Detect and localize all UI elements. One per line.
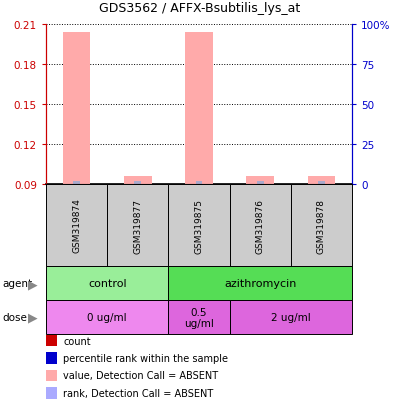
- Text: count: count: [63, 336, 91, 346]
- Bar: [257, 182, 264, 184]
- Text: value, Detection Call = ABSENT: value, Detection Call = ABSENT: [63, 370, 218, 380]
- Text: GSM319876: GSM319876: [256, 198, 265, 253]
- Text: 0.5
ug/ml: 0.5 ug/ml: [184, 307, 214, 328]
- Text: ▶: ▶: [28, 277, 38, 290]
- Text: azithromycin: azithromycin: [224, 279, 296, 289]
- Bar: [196, 182, 202, 184]
- Text: control: control: [88, 279, 126, 289]
- Text: percentile rank within the sample: percentile rank within the sample: [63, 353, 228, 363]
- Text: 2 ug/ml: 2 ug/ml: [271, 313, 311, 323]
- Bar: [318, 182, 325, 184]
- Text: GSM319877: GSM319877: [133, 198, 142, 253]
- Text: GDS3562 / AFFX-Bsubtilis_lys_at: GDS3562 / AFFX-Bsubtilis_lys_at: [99, 2, 301, 15]
- Text: 0 ug/ml: 0 ug/ml: [87, 313, 127, 323]
- Text: agent: agent: [2, 279, 32, 289]
- Bar: [134, 182, 141, 184]
- Bar: [124, 176, 152, 184]
- Text: GSM319875: GSM319875: [194, 198, 204, 253]
- Bar: [308, 176, 335, 184]
- Text: GSM319878: GSM319878: [317, 198, 326, 253]
- Text: GSM319874: GSM319874: [72, 198, 81, 253]
- Bar: [185, 33, 213, 184]
- Text: ▶: ▶: [28, 311, 38, 324]
- Text: dose: dose: [2, 313, 27, 323]
- Bar: [63, 33, 90, 184]
- Bar: [246, 176, 274, 184]
- Bar: [73, 182, 80, 184]
- Text: rank, Detection Call = ABSENT: rank, Detection Call = ABSENT: [63, 388, 214, 398]
